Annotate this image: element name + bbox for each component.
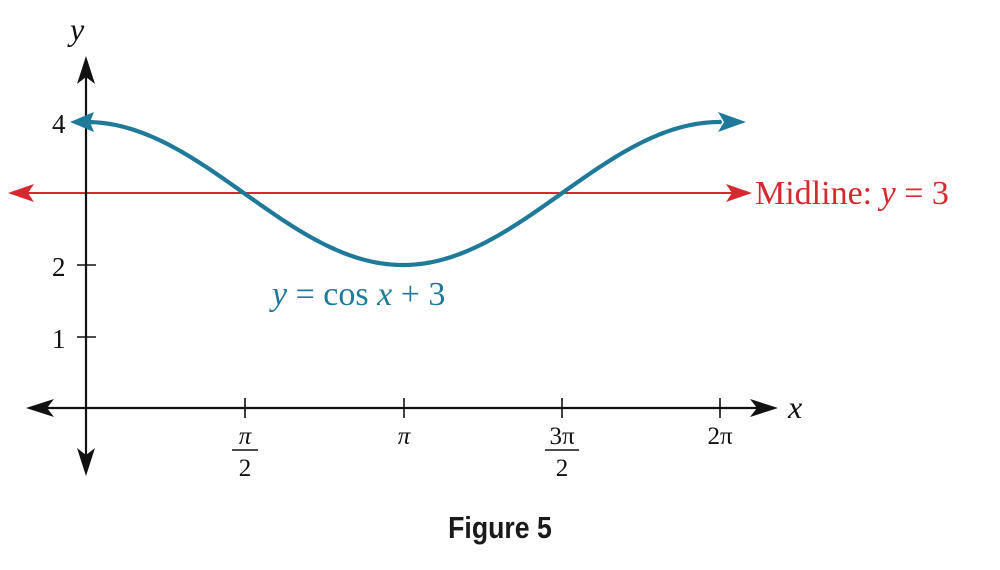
y-axis-label: y <box>67 11 85 47</box>
x-axis-right-arrow-icon <box>750 399 778 417</box>
curve-right-arrow-icon <box>718 112 746 132</box>
x-axis-label: x <box>787 389 802 425</box>
svg-text:3π: 3π <box>549 423 575 450</box>
y-tick-2: 2 <box>52 252 66 282</box>
x-tick-pi-over-2: π 2 <box>232 423 258 482</box>
x-tick-pi: π <box>398 423 412 450</box>
svg-text:π: π <box>239 423 253 450</box>
curve-left-arrow-icon <box>70 112 94 132</box>
svg-text:2: 2 <box>556 455 569 482</box>
y-tick-4: 4 <box>52 109 66 139</box>
midline-label: Midline: y = 3 <box>755 175 949 212</box>
y-tick-1: 1 <box>52 324 66 354</box>
curve-label: y = cos x + 3 <box>269 276 445 313</box>
midline-right-arrow-icon <box>726 184 752 202</box>
midline <box>8 184 752 202</box>
x-tick-2pi: 2π <box>707 423 733 450</box>
figure-caption: Figure 5 <box>448 510 552 545</box>
x-tick-3pi-over-2: 3π 2 <box>545 423 579 482</box>
y-axis-down-arrow-icon <box>77 448 95 476</box>
y-axis-up-arrow-icon <box>77 56 95 84</box>
midline-left-arrow-icon <box>8 184 34 202</box>
cosine-curve <box>70 112 746 268</box>
x-axis <box>26 398 778 418</box>
svg-text:2: 2 <box>239 455 252 482</box>
x-axis-left-arrow-icon <box>26 399 54 417</box>
